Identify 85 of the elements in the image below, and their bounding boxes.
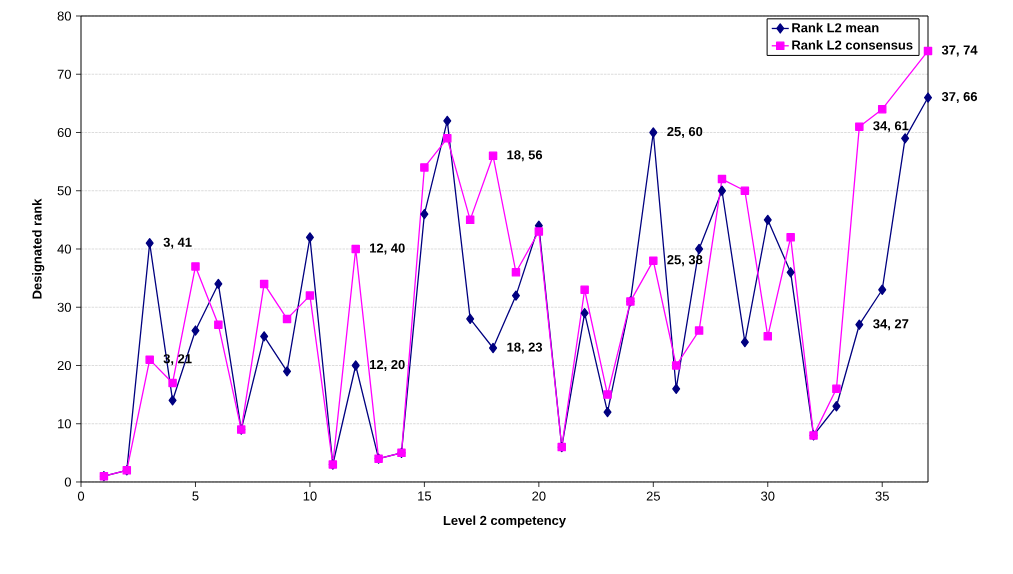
point bbox=[832, 384, 841, 394]
point bbox=[649, 256, 658, 265]
point bbox=[511, 290, 520, 301]
annotation: 37, 74 bbox=[941, 45, 978, 57]
x-tick-label: 0 bbox=[77, 491, 85, 501]
point bbox=[786, 267, 795, 278]
point bbox=[145, 238, 154, 249]
annotation: 18, 56 bbox=[507, 150, 543, 162]
point bbox=[191, 262, 200, 271]
annotation: 37, 66 bbox=[941, 92, 978, 104]
point bbox=[489, 342, 498, 354]
point bbox=[832, 401, 841, 412]
point bbox=[488, 151, 498, 161]
point bbox=[763, 214, 772, 226]
annotation: 18, 23 bbox=[507, 342, 543, 354]
point bbox=[923, 92, 933, 103]
point bbox=[717, 174, 727, 184]
point bbox=[923, 46, 933, 56]
x-tick-label: 10 bbox=[303, 491, 317, 501]
point bbox=[465, 215, 475, 225]
y-tick-label: 40 bbox=[57, 244, 71, 254]
y-tick-label: 70 bbox=[57, 69, 71, 79]
point bbox=[672, 383, 681, 394]
point bbox=[695, 243, 704, 255]
point bbox=[351, 244, 360, 254]
y-tick-label: 80 bbox=[57, 11, 71, 21]
point bbox=[740, 186, 750, 195]
point bbox=[145, 355, 154, 364]
point bbox=[534, 227, 544, 236]
annotation: 34, 61 bbox=[873, 121, 909, 133]
point bbox=[466, 313, 475, 325]
x-tick-label: 30 bbox=[761, 491, 775, 501]
point bbox=[740, 337, 749, 348]
point bbox=[443, 134, 452, 143]
annotation: 12, 20 bbox=[370, 359, 405, 372]
point bbox=[877, 104, 887, 114]
annotation: 3, 41 bbox=[163, 237, 192, 249]
point bbox=[580, 285, 589, 295]
y-tick-label: 30 bbox=[57, 302, 71, 312]
y-tick-label: 0 bbox=[64, 477, 71, 487]
x-tick-label: 15 bbox=[418, 491, 432, 501]
point bbox=[168, 378, 177, 388]
x-tick-label: 25 bbox=[646, 491, 660, 501]
point bbox=[694, 326, 704, 335]
point bbox=[717, 185, 726, 196]
point bbox=[649, 127, 658, 138]
point bbox=[351, 360, 360, 371]
point bbox=[214, 320, 223, 329]
point bbox=[855, 319, 864, 330]
point bbox=[603, 406, 612, 418]
y-axis-title: Designated rank bbox=[32, 198, 45, 299]
x-tick-label: 20 bbox=[532, 491, 546, 501]
point bbox=[420, 208, 429, 220]
point bbox=[259, 279, 269, 289]
legend-label: Rank L2 mean bbox=[792, 22, 879, 33]
point bbox=[282, 314, 292, 324]
legend-label: Rank L2 consensus bbox=[792, 40, 913, 50]
point bbox=[305, 291, 315, 300]
point bbox=[443, 115, 452, 126]
point bbox=[786, 233, 795, 242]
x-tick-label: 5 bbox=[192, 491, 199, 501]
y-tick-label: 20 bbox=[57, 360, 71, 371]
annotation: 34, 27 bbox=[873, 319, 909, 331]
y-tick-label: 50 bbox=[57, 186, 71, 196]
point bbox=[878, 284, 887, 295]
point bbox=[191, 325, 200, 336]
point bbox=[603, 390, 612, 399]
point bbox=[168, 395, 177, 406]
point bbox=[511, 268, 521, 277]
point bbox=[283, 366, 292, 377]
point bbox=[901, 133, 910, 144]
point bbox=[763, 332, 773, 341]
point bbox=[420, 163, 429, 172]
point bbox=[260, 331, 269, 342]
point bbox=[305, 232, 314, 243]
y-tick-label: 10 bbox=[58, 419, 71, 429]
annotation: 12, 40 bbox=[370, 243, 405, 255]
x-tick-label: 35 bbox=[875, 491, 889, 501]
point bbox=[214, 278, 223, 290]
point bbox=[580, 307, 589, 319]
y-tick-label: 60 bbox=[57, 127, 71, 138]
point bbox=[671, 361, 681, 370]
annotation: 25, 60 bbox=[667, 126, 703, 139]
point bbox=[855, 122, 864, 131]
x-axis-title: Level 2 competency bbox=[443, 515, 566, 528]
